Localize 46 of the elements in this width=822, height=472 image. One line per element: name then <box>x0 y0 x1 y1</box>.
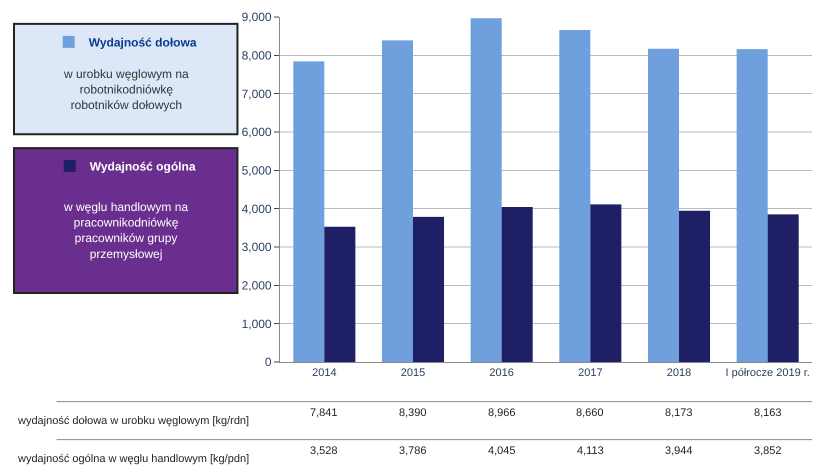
legend-label: Wydajność dołowa <box>88 36 197 50</box>
text: w węglu handlowym na pracownikodniówkę pracowników grupy przemysłowej <box>63 200 188 261</box>
x-tick-label: 2016 <box>489 367 514 380</box>
bar <box>470 18 502 362</box>
y-tick-label: 4,000 <box>242 202 272 216</box>
bar <box>502 206 533 362</box>
bar <box>559 30 590 362</box>
bar <box>768 214 799 362</box>
x-tick-label: 2014 <box>312 367 337 380</box>
text: 8,173 <box>665 407 693 419</box>
bar <box>382 40 413 362</box>
y-tick-label: 8,000 <box>242 48 272 63</box>
text: w urobku węglowym na robotnikodniówkę robotników dołowych <box>63 67 190 112</box>
y-tick-label: 6,000 <box>242 125 272 140</box>
text: 8,163 <box>754 407 782 419</box>
text: 8,660 <box>576 407 604 419</box>
text: 3,786 <box>399 445 427 457</box>
text: 4,113 <box>577 445 604 457</box>
text: 4,045 <box>488 445 516 457</box>
text: wydajność ogólna w węglu handlowym [kg/pdn] <box>17 453 250 465</box>
text: wydajność dołowa w urobku węglowym [kg/rdn] <box>17 415 250 427</box>
bar <box>324 226 356 362</box>
y-tick-label: 2,000 <box>242 278 272 293</box>
bar <box>648 48 679 362</box>
bar <box>736 49 768 362</box>
bar <box>293 61 324 362</box>
y-tick-label: 3,000 <box>242 240 272 254</box>
text: 8,390 <box>399 407 427 419</box>
text: 3,944 <box>665 445 693 457</box>
text: 8,966 <box>488 407 516 419</box>
text: 3,852 <box>754 445 782 457</box>
legend-label: Wydajność ogólna <box>90 160 196 174</box>
text: 3,528 <box>310 445 338 457</box>
text: 7,841 <box>310 407 338 419</box>
bar <box>413 216 444 362</box>
bar <box>590 204 622 362</box>
x-tick-label: 2018 <box>666 367 692 380</box>
x-tick-label: 2017 <box>578 367 603 380</box>
bar <box>679 210 710 362</box>
x-tick-label: 2015 <box>400 367 426 380</box>
y-tick-label: 1,000 <box>242 316 272 331</box>
y-tick-label: 7,000 <box>242 86 272 101</box>
y-tick-label: 9,000 <box>242 10 272 24</box>
y-tick-label: 0 <box>264 355 272 370</box>
y-tick-label: 5,000 <box>242 164 272 178</box>
x-tick-label: I półrocze 2019 r. <box>725 367 810 380</box>
